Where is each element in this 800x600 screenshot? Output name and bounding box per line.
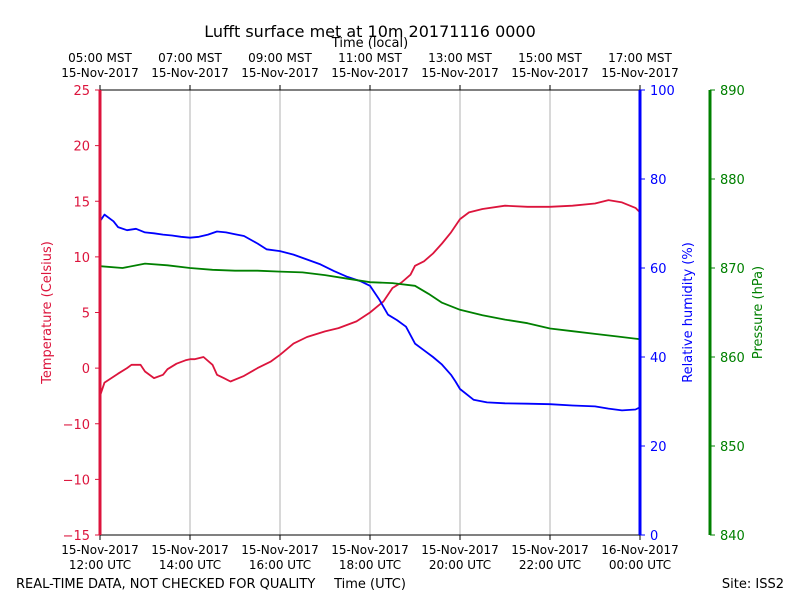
temperature-tick-label: 0: [82, 362, 90, 377]
top-tick-label-date: 15-Nov-2017: [601, 66, 679, 80]
x-tick-label-time: 00:00 UTC: [609, 558, 671, 572]
top-tick-label-time: 17:00 MST: [608, 51, 672, 65]
temperature-tick-label: −10: [63, 418, 90, 433]
top-tick-label-time: 11:00 MST: [338, 51, 402, 65]
pressure-axis-label: Pressure (hPa): [751, 266, 766, 359]
top-tick-label-time: 15:00 MST: [518, 51, 582, 65]
humidity-tick-label: 20: [650, 440, 667, 455]
series-line-pressure: [99, 262, 641, 341]
top-tick-label-date: 15-Nov-2017: [151, 66, 229, 80]
top-tick-label-date: 15-Nov-2017: [331, 66, 409, 80]
x-tick-label-date: 15-Nov-2017: [511, 543, 589, 557]
top-tick-label-date: 15-Nov-2017: [511, 66, 589, 80]
x-tick-label-time: 20:00 UTC: [429, 558, 491, 572]
series-line-humidity: [99, 213, 641, 412]
x-tick-label-time: 16:00 UTC: [249, 558, 311, 572]
x-axis-label: Time (UTC): [333, 577, 406, 592]
chart-title: Lufft surface met at 10m 20171116 0000: [204, 22, 536, 41]
temperature-tick-label: 15: [73, 195, 90, 210]
temperature-tick-label: 5: [82, 307, 90, 322]
site-label: Site: ISS2: [722, 577, 784, 592]
temperature-tick-label: −15: [63, 529, 90, 544]
top-tick-label-time: 13:00 MST: [428, 51, 492, 65]
pressure-tick-label: 840: [720, 529, 745, 544]
temperature-tick-label: 10: [73, 251, 90, 266]
pressure-tick-label: 880: [720, 173, 745, 188]
x-tick-label-date: 15-Nov-2017: [421, 543, 499, 557]
temperature-tick-label: 20: [73, 140, 90, 155]
x-tick-label-date: 15-Nov-2017: [241, 543, 319, 557]
humidity-tick-label: 60: [650, 262, 667, 277]
x-tick-label-time: 22:00 UTC: [519, 558, 581, 572]
top-tick-label-date: 15-Nov-2017: [61, 66, 139, 80]
quality-disclaimer: REAL-TIME DATA, NOT CHECKED FOR QUALITY: [16, 577, 315, 592]
humidity-tick-label: 100: [650, 84, 675, 99]
x-tick-label-date: 15-Nov-2017: [331, 543, 409, 557]
top-tick-label-time: 05:00 MST: [68, 51, 132, 65]
temperature-tick-label: 25: [73, 84, 90, 99]
top-axis-label: Time (local): [331, 36, 408, 51]
humidity-tick-label: 40: [650, 351, 667, 366]
humidity-axis-label: Relative humidity (%): [681, 242, 696, 383]
pressure-tick-label: 890: [720, 84, 745, 99]
series-line-temperature: [99, 199, 641, 397]
top-tick-label-date: 15-Nov-2017: [421, 66, 499, 80]
series-layer: [99, 199, 641, 412]
pressure-tick-label: 870: [720, 262, 745, 277]
pressure-tick-label: 860: [720, 351, 745, 366]
top-tick-label-time: 09:00 MST: [248, 51, 312, 65]
temperature-axis-label: Temperature (Celsius): [40, 241, 55, 385]
humidity-tick-label: 80: [650, 173, 667, 188]
x-tick-label-time: 14:00 UTC: [159, 558, 221, 572]
pressure-tick-label: 850: [720, 440, 745, 455]
x-tick-label-time: 18:00 UTC: [339, 558, 401, 572]
x-tick-label-date: 16-Nov-2017: [601, 543, 679, 557]
temperature-tick-label: −10: [63, 473, 90, 488]
x-tick-label-date: 15-Nov-2017: [61, 543, 139, 557]
x-tick-label-time: 12:00 UTC: [69, 558, 131, 572]
humidity-tick-label: 0: [650, 529, 658, 544]
top-tick-label-time: 07:00 MST: [158, 51, 222, 65]
top-tick-label-date: 15-Nov-2017: [241, 66, 319, 80]
x-tick-label-date: 15-Nov-2017: [151, 543, 229, 557]
